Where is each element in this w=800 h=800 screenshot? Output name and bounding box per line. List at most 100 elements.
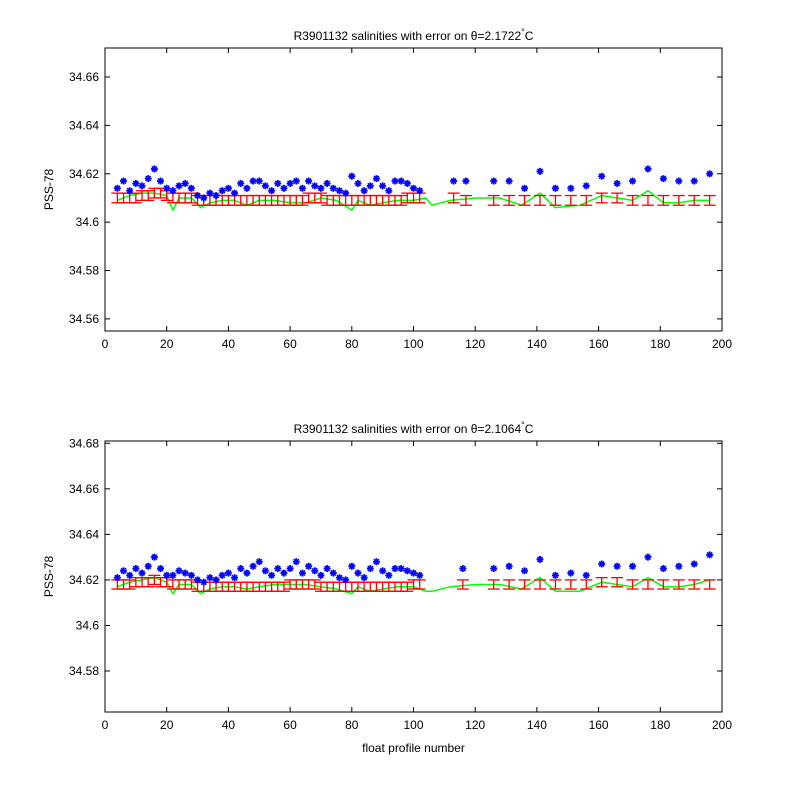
error-bar (580, 579, 593, 590)
star-stroke-d2 (361, 574, 368, 581)
data-point-star (521, 567, 529, 575)
data-point-star (286, 565, 294, 573)
data-point-star (706, 551, 714, 559)
error-bar (533, 194, 546, 206)
data-point-star (268, 571, 276, 579)
star-stroke-d2 (324, 180, 331, 187)
star-stroke-d2 (416, 187, 423, 194)
data-point-star (335, 574, 343, 582)
star-stroke-d2 (280, 185, 287, 192)
star-stroke-d2 (200, 579, 207, 586)
data-point-star (237, 179, 245, 187)
star-stroke-d2 (126, 187, 133, 194)
data-point-star (181, 179, 189, 187)
star-stroke-d2 (330, 570, 337, 577)
star-stroke-d2 (200, 194, 207, 202)
y-axis-label: PSS-78 (42, 555, 56, 597)
star-stroke-d2 (317, 572, 325, 579)
data-point-star (298, 184, 306, 192)
x-tick-label: 180 (650, 718, 670, 732)
data-point-star (175, 182, 183, 190)
data-point-star (629, 562, 637, 570)
x-tick-label: 180 (650, 337, 670, 351)
error-bar (672, 194, 685, 206)
star-stroke-d2 (182, 570, 189, 577)
star-stroke-d2 (250, 563, 257, 570)
error-bar (549, 579, 562, 590)
star-stroke-d2 (114, 574, 121, 581)
data-point-star (675, 177, 683, 185)
star-stroke-d2 (145, 563, 152, 570)
chart-panel-1: 0 20 40 60 80 100 120 140 160 180 200 34.56 34.58 34.… (42, 27, 732, 351)
error-bar (672, 579, 685, 590)
data-point-star (113, 574, 121, 582)
data-point-star (132, 179, 140, 187)
data-point-star (459, 565, 467, 573)
x-tick-label: 140 (527, 337, 547, 351)
data-point-star (613, 179, 621, 187)
data-point-star (536, 555, 544, 563)
star-stroke-d2 (552, 185, 559, 192)
chart-title: R3901132 salinities with error on θ=2.10… (294, 420, 534, 436)
error-bar (487, 579, 500, 590)
y-tick-label: 34.6 (76, 215, 100, 229)
data-point-star (329, 569, 337, 577)
star-stroke-d2 (206, 190, 213, 197)
x-tick-label: 100 (403, 337, 423, 351)
data-point-star (416, 571, 424, 579)
data-point-star (243, 569, 251, 577)
data-point-star (397, 565, 405, 573)
star-stroke-d2 (194, 192, 201, 199)
data-point-star (372, 175, 380, 183)
data-point-star (366, 182, 374, 190)
star-stroke-d2 (169, 572, 176, 579)
data-point-star (348, 172, 356, 180)
star-stroke-d2 (256, 558, 263, 565)
x-tick-label: 20 (160, 337, 174, 351)
star-stroke-d2 (462, 177, 470, 185)
data-point-star (354, 179, 362, 187)
star-stroke-d2 (274, 565, 281, 572)
data-point-star (372, 558, 380, 566)
star-stroke-d2 (354, 180, 362, 187)
data-point-star (231, 574, 239, 582)
star-stroke-d2 (404, 180, 411, 187)
data-point-star (385, 187, 393, 195)
star-stroke-d2 (132, 565, 139, 572)
star-stroke-d2 (256, 177, 263, 185)
error-bar (487, 194, 500, 206)
data-point-star (323, 179, 331, 187)
data-point-star (169, 571, 177, 579)
data-point-star (311, 567, 319, 575)
error-bar (595, 192, 608, 204)
star-stroke-d2 (237, 565, 244, 572)
star-stroke-d2 (644, 165, 652, 173)
star-stroke-d2 (299, 570, 306, 577)
data-point-star (329, 184, 337, 192)
data-point-star (157, 565, 165, 573)
data-point-star (342, 576, 350, 584)
star-stroke-d2 (287, 180, 294, 187)
star-stroke-d2 (324, 565, 331, 572)
star-stroke-d2 (336, 187, 343, 194)
star-stroke-d2 (280, 570, 287, 577)
data-point-star (305, 177, 313, 185)
star-stroke-d2 (175, 567, 183, 574)
error-bar (518, 194, 531, 206)
data-point-star (379, 182, 387, 190)
x-tick-label: 200 (712, 337, 732, 351)
error-bar (611, 192, 624, 204)
data-point-star (366, 565, 374, 573)
x-tick-label: 80 (345, 337, 359, 351)
star-stroke-d2 (536, 556, 544, 563)
data-point-star (144, 175, 152, 183)
star-stroke-d2 (206, 574, 213, 581)
x-tick-label: 60 (283, 718, 297, 732)
chart-title-degree: ° (521, 420, 525, 430)
y-tick-label: 34.66 (69, 482, 99, 496)
x-tick-label: 0 (102, 337, 109, 351)
data-point-star (342, 189, 350, 197)
star-stroke-d2 (552, 572, 559, 579)
data-point-star (268, 187, 276, 195)
data-point-star (551, 184, 559, 192)
